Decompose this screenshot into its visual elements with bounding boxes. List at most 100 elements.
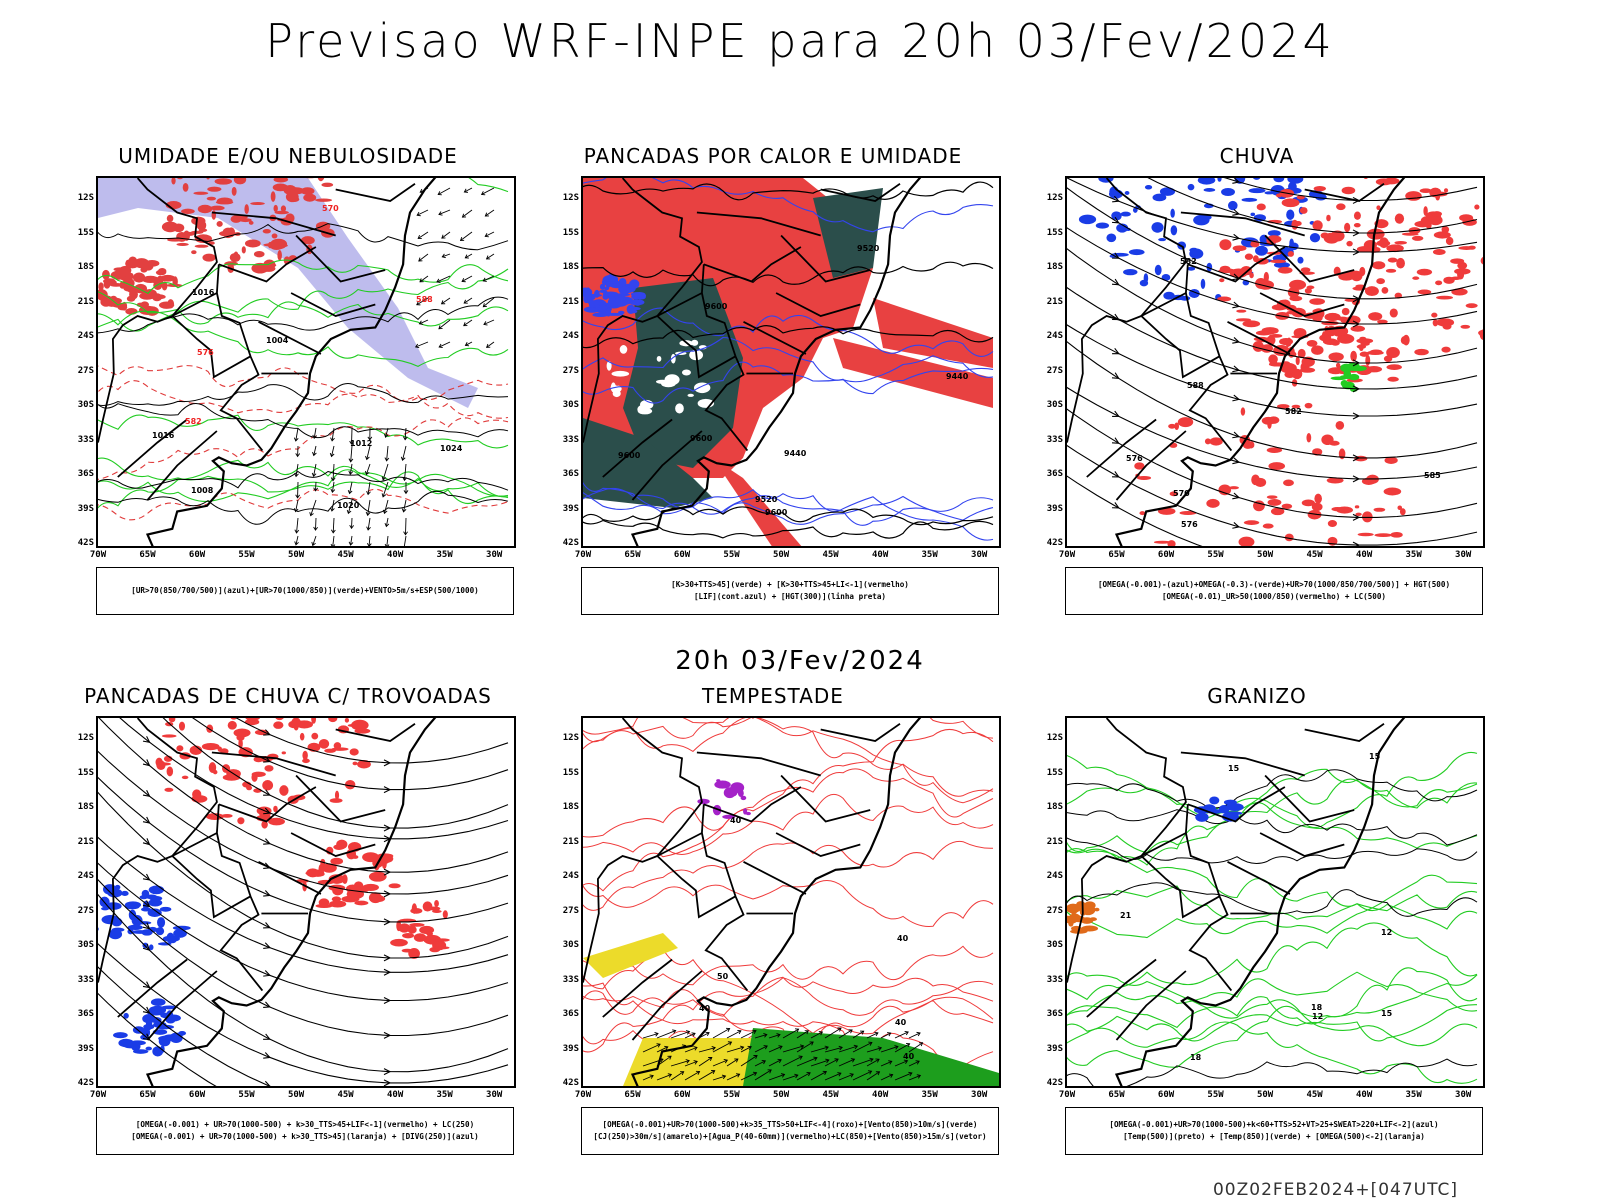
lon-label: 45W [822, 550, 839, 560]
contour-label: 582 [1180, 257, 1197, 266]
contour-label: 570 [322, 204, 339, 213]
contour-label: 588 [416, 295, 433, 304]
contour-label: 15 [1381, 1009, 1393, 1018]
lat-label: 18S [1046, 802, 1063, 812]
lon-label: 70W [574, 1090, 592, 1100]
lat-label: 24S [77, 331, 94, 341]
lat-label: 18S [1046, 262, 1063, 272]
lat-label: 21S [1046, 296, 1063, 307]
lon-label: 30W [971, 1090, 988, 1100]
panel-title: PANCADAS POR CALOR E UMIDADE [583, 144, 963, 168]
lon-label: 40W [387, 1090, 404, 1100]
lat-label: 12S [1046, 733, 1063, 743]
lat-label: 30S [562, 400, 579, 410]
contour-label: 1012 [350, 439, 372, 448]
panel-legend: [OMEGA(-0.001) + UR>70(1000-500) + k>30_… [96, 1107, 514, 1155]
map-hail: 15 18 15 12 12 15 18 21 [1065, 716, 1485, 1088]
contour-label: 40 [895, 1018, 907, 1027]
lat-label: 39S [562, 503, 579, 514]
contour-label: 15 [1228, 764, 1240, 773]
lat-label: 36S [1046, 1009, 1063, 1019]
contour-label: 40 [699, 1004, 711, 1013]
lat-label: 30S [1046, 400, 1063, 410]
lon-label: 45W [337, 550, 354, 560]
lat-label: 24S [1046, 331, 1063, 341]
lat-label: 21S [77, 296, 94, 307]
lat-label: 21S [562, 296, 579, 307]
contour-label: 1004 [266, 336, 289, 345]
panel-title: PANCADAS DE CHUVA C/ TROVOADAS [84, 684, 492, 708]
lat-label: 15S [77, 767, 94, 778]
cloud-area [98, 178, 478, 408]
map-thunderstorm-showers [96, 716, 516, 1088]
lon-label: 55W [1207, 550, 1224, 560]
legend-line: [OMEGA(-0.001)-(azul)+OMEGA(-0.3)-(verde… [1097, 580, 1451, 589]
coastline [630, 178, 922, 546]
lon-label: 50W [1256, 550, 1274, 560]
lon-label: 50W [287, 550, 305, 560]
coastline [1114, 178, 1406, 546]
lon-label: 40W [387, 550, 404, 560]
panel-convective-showers: PANCADAS POR CALOR E UMIDADE 9600 9600 960… [543, 144, 1003, 628]
contour-label: 9520 [755, 495, 778, 504]
panel-legend: [OMEGA(-0.001)+UR>70(1000-500)+k>35_TTS>… [581, 1107, 999, 1155]
contour-label: 1020 [337, 501, 360, 510]
lat-label: 33S [1046, 974, 1063, 985]
lat-label: 30S [77, 940, 94, 950]
lon-label: 65W [139, 550, 156, 560]
lon-label: 60W [1157, 550, 1175, 560]
contour-label: 1008 [191, 486, 214, 495]
lat-label: 15S [562, 227, 579, 238]
contour-label: 576 [1181, 520, 1198, 529]
panel-hail: GRANIZO 15 18 15 12 12 15 18 21 [OMEGA(-0.001)+… [1027, 684, 1487, 1168]
contour-label: 9600 [705, 302, 728, 311]
lon-label: 65W [139, 1090, 156, 1100]
lat-label: 36S [77, 1009, 94, 1019]
contour-label: 582 [1285, 407, 1302, 416]
lon-label: 30W [1455, 1090, 1472, 1100]
lat-label: 30S [77, 400, 94, 410]
coastline [145, 178, 437, 546]
lat-label: 15S [1046, 227, 1063, 238]
lon-label: 30W [486, 550, 503, 560]
panel-rain: CHUVA 588 582 585 576 570 576 582 [OMEGA(-0.00… [1027, 144, 1487, 628]
lon-label: 65W [1108, 550, 1125, 560]
contour-label: 1024 [440, 444, 463, 453]
contour-label: 40 [903, 1052, 915, 1061]
contour-label: 12 [1312, 1012, 1323, 1021]
lat-label: 15S [562, 767, 579, 778]
lat-label: 39S [77, 503, 94, 514]
lon-label: 55W [723, 550, 740, 560]
lat-label: 21S [562, 836, 579, 847]
mid-title: 20h 03/Fev/2024 [675, 646, 925, 676]
contour-label: 50 [717, 972, 729, 981]
lat-label: 33S [1046, 434, 1063, 445]
lat-label: 24S [562, 331, 579, 341]
lat-label: 39S [562, 1043, 579, 1054]
lat-label: 42S [77, 538, 94, 548]
contour-label: 9600 [618, 451, 641, 460]
lat-label: 12S [77, 193, 94, 203]
lat-label: 33S [77, 974, 94, 985]
map-convective-showers: 9600 9600 9600 9520 9520 9440 9440 9600 [581, 176, 1001, 548]
contour-label: 585 [1424, 471, 1441, 480]
lat-label: 27S [77, 365, 94, 376]
lon-label: 40W [872, 1090, 889, 1100]
lat-label: 12S [562, 193, 579, 203]
contour-label: 588 [1187, 381, 1204, 390]
lon-label: 60W [673, 550, 691, 560]
lon-label: 65W [624, 550, 641, 560]
legend-line: [CJ(250)>30m/s](amarelo)+[Agua_P(40-60mm… [593, 1132, 987, 1141]
contour-label: 40 [730, 816, 742, 825]
lon-label: 40W [872, 550, 889, 560]
lon-label: 35W [921, 1090, 938, 1100]
panel-storm: TEMPESTADE 40 40 40 50 40 40 [OMEGA(-0.001)+U… [543, 684, 1003, 1168]
lon-label: 70W [89, 550, 107, 560]
lon-label: 45W [1306, 550, 1323, 560]
contour-label: 9440 [946, 372, 969, 381]
lat-label: 12S [562, 733, 579, 743]
legend-line: [K>30+TTS>45](verde) + [K>30+TTS>45+LI<-… [671, 580, 909, 589]
lat-label: 12S [77, 733, 94, 743]
lat-label: 27S [77, 905, 94, 916]
contour-label: 40 [897, 934, 909, 943]
